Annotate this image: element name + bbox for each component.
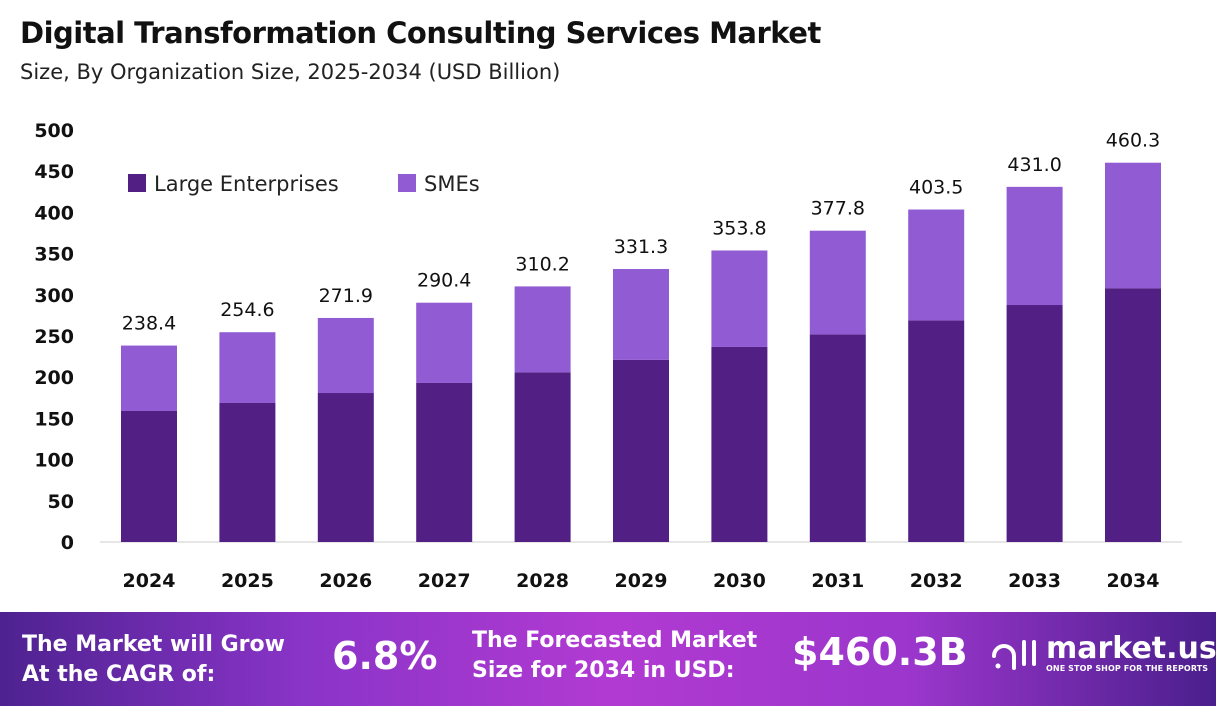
bar-smes-2026 [317, 317, 374, 394]
forecast-label: The Forecasted Market Size for 2034 in US… [472, 626, 757, 686]
x-tick-label: 2024 [123, 570, 176, 592]
logo-text: market.us [1046, 631, 1216, 666]
chart-subtitle: Size, By Organization Size, 2025-2034 (U… [20, 60, 561, 84]
y-tick-label: 450 [34, 161, 74, 183]
bar-smes-2029 [613, 269, 669, 360]
cagr-label-line2: At the CAGR of: [22, 662, 216, 687]
x-tick-label: 2034 [1107, 570, 1160, 592]
bar-large-enterprises-2028 [514, 372, 571, 542]
data-label-2032: 403.5 [909, 177, 963, 199]
legend-swatch [128, 174, 146, 192]
bar-large-enterprises-2033 [1006, 305, 1063, 542]
y-tick-label: 400 [34, 202, 74, 224]
y-tick-label: 500 [34, 120, 74, 142]
bar-large-enterprises-2031 [809, 334, 866, 542]
chart-title: Digital Transformation Consulting Servic… [20, 16, 821, 50]
x-tick-label: 2031 [811, 570, 864, 592]
bar-large-enterprises-2029 [613, 359, 669, 542]
y-tick-label: 150 [34, 408, 74, 430]
y-tick-label: 350 [34, 244, 74, 266]
legend-swatch [398, 174, 416, 192]
y-tick-label: 200 [34, 367, 74, 389]
logo-tagline: ONE STOP SHOP FOR THE REPORTS [1046, 664, 1209, 673]
bar-large-enterprises-2034 [1105, 288, 1161, 542]
cagr-label: The Market will Grow At the CAGR of: [22, 630, 285, 690]
data-label-2033: 431.0 [1007, 154, 1061, 176]
x-tick-label: 2027 [418, 570, 471, 592]
bar-smes-2034 [1105, 162, 1161, 289]
logo-icon [992, 640, 1036, 670]
bar-large-enterprises-2024 [121, 410, 177, 542]
data-label-2027: 290.4 [417, 270, 471, 292]
bar-large-enterprises-2025 [219, 402, 276, 542]
bar-large-enterprises-2026 [317, 393, 374, 542]
bar-large-enterprises-2030 [711, 346, 768, 542]
bar-smes-2031 [809, 230, 866, 335]
data-label-2028: 310.2 [515, 253, 569, 275]
bar-chart: 0 50 100 150 200 250 300 350 400 450 500 238.4 2024 2… [34, 120, 1182, 592]
data-label-2030: 353.8 [712, 217, 766, 239]
data-label-2034: 460.3 [1106, 130, 1160, 152]
cagr-value: 6.8% [332, 634, 438, 678]
x-tick-label: 2026 [319, 570, 372, 592]
x-tick-label: 2025 [221, 570, 274, 592]
data-label-2031: 377.8 [811, 198, 865, 220]
y-tick-label: 250 [34, 326, 74, 348]
data-label-2029: 331.3 [614, 236, 668, 258]
x-tick-label: 2028 [516, 570, 569, 592]
bar-smes-2027 [416, 302, 473, 383]
bar-smes-2025 [219, 332, 276, 403]
data-label-2025: 254.6 [220, 299, 274, 321]
bar-smes-2030 [711, 250, 768, 347]
x-tick-label: 2032 [910, 570, 963, 592]
y-tick-label: 50 [48, 491, 74, 513]
x-tick-label: 2033 [1008, 570, 1061, 592]
bar-smes-2024 [121, 345, 177, 411]
forecast-label-line1: The Forecasted Market [472, 628, 758, 653]
y-tick-label: 300 [34, 285, 74, 307]
x-tick-label: 2030 [713, 570, 766, 592]
data-label-2024: 238.4 [122, 313, 176, 335]
cagr-label-line1: The Market will Grow [22, 632, 285, 657]
bar-large-enterprises-2027 [416, 382, 473, 542]
y-tick-label: 0 [61, 532, 74, 554]
market-us-logo: market.us ONE STOP SHOP FOR THE REPORTS [990, 634, 1216, 674]
bar-smes-2028 [514, 286, 571, 373]
forecast-label-line2: Size for 2034 in USD: [472, 658, 735, 683]
y-tick-label: 100 [34, 450, 74, 472]
footer-banner: The Market will Grow At the CAGR of: 6.8%… [0, 612, 1216, 706]
forecast-value: $460.3B [792, 630, 968, 674]
bar-smes-2033 [1006, 186, 1063, 306]
legend-label: Large Enterprises [154, 172, 339, 196]
data-label-2026: 271.9 [319, 285, 373, 307]
x-tick-label: 2029 [615, 570, 668, 592]
bar-smes-2032 [908, 209, 965, 321]
bar-large-enterprises-2032 [908, 320, 965, 542]
legend-label: SMEs [424, 172, 480, 196]
